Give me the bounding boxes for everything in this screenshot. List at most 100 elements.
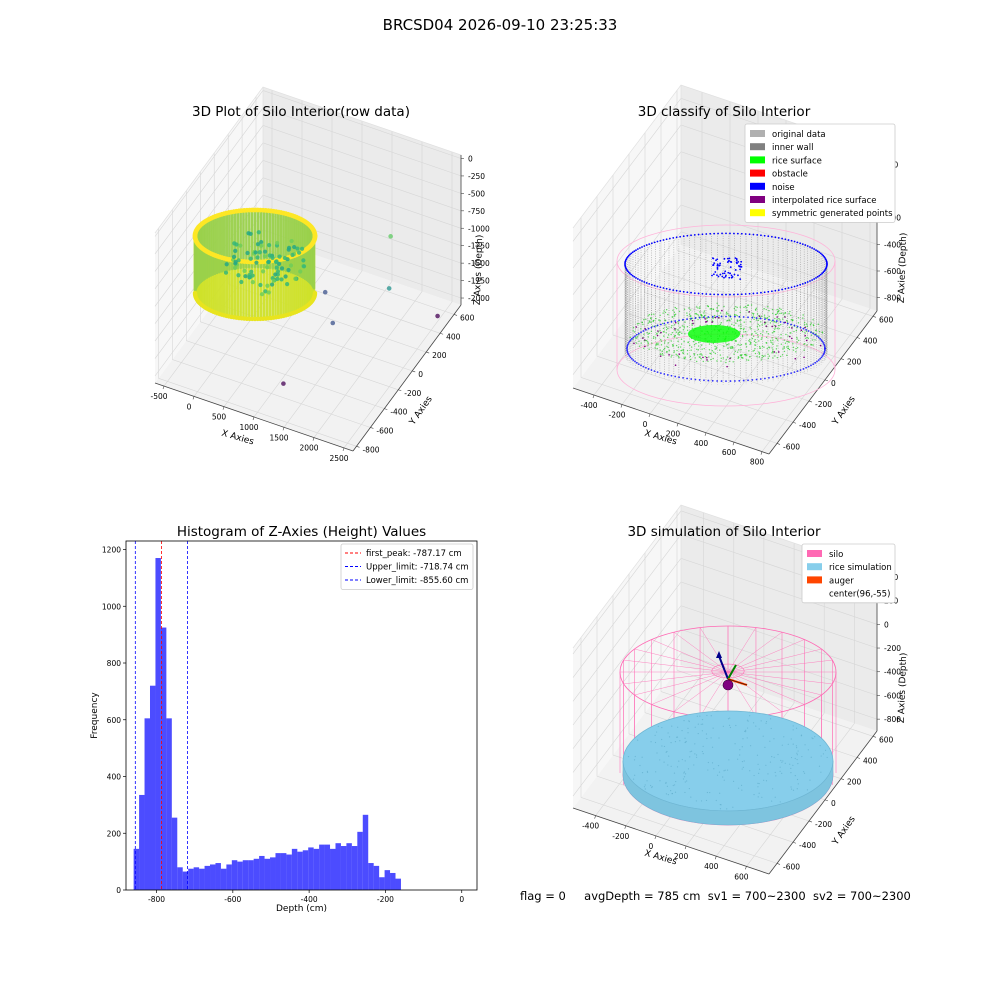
pane-left (573, 505, 681, 808)
figure-title: BRCSD04 2026-09-10 23:25:33 (382, 16, 618, 34)
legend-entry: center(96,-55) (829, 590, 890, 600)
z-tick-label: -800 (884, 715, 901, 724)
histogram-bar (313, 848, 320, 890)
panel-title: 3D Plot of Silo Interior(row data) (192, 104, 410, 120)
histogram-bar (242, 860, 249, 890)
y-axis-label: Frequency (90, 692, 100, 739)
y-tick-label: -400 (799, 421, 816, 430)
gridline-x (223, 110, 333, 407)
gridline-x (313, 141, 423, 438)
y-tick-label: 0 (418, 370, 423, 379)
x-tick-mark (704, 432, 707, 436)
histogram-bar (351, 846, 358, 890)
y-tick-label: 200 (107, 829, 122, 838)
panel-title: Histogram of Z-Axies (Height) Values (177, 524, 426, 540)
z-tick-label: -600 (884, 691, 901, 700)
legend-swatch (750, 143, 765, 151)
histogram-bar (330, 848, 336, 890)
outlier-point (330, 320, 336, 326)
z-tick-label: -1500 (468, 259, 490, 268)
x-tick-label: 400 (694, 439, 709, 448)
x-tick-mark (684, 845, 687, 850)
histogram-bar (204, 865, 211, 890)
histogram-bar (291, 848, 298, 890)
x-axis-label: Depth (cm) (276, 904, 327, 914)
x-tick-mark (594, 815, 596, 819)
flag-readout: flag = 0 (520, 889, 566, 903)
z-axis-label: Z Axies (Depth) (473, 235, 485, 306)
y-tick-mark (453, 314, 458, 316)
z-tick-label: -250 (468, 172, 485, 181)
legend-swatch (750, 182, 765, 190)
y-tick-label: 400 (863, 756, 878, 765)
classified-points (616, 224, 836, 407)
histogram-bar (253, 858, 260, 890)
histogram-bar (215, 863, 221, 890)
histogram-bar (193, 867, 200, 890)
legend-entry: rice surface (772, 156, 822, 166)
x-tick-mark (312, 437, 315, 441)
histogram-bar (324, 844, 331, 890)
x-tick-label: 0 (459, 895, 464, 904)
y-tick-label: 1200 (102, 546, 121, 555)
histogram-bar (171, 817, 178, 890)
histogram-bar (302, 850, 309, 890)
y-tick-label: 800 (107, 659, 122, 668)
histogram-bar (395, 878, 401, 890)
x-tick-label: 600 (722, 448, 737, 457)
x-tick-label: -200 (612, 832, 629, 841)
legend-swatch (750, 130, 765, 137)
y-tick-label: -400 (799, 841, 816, 850)
x-tick-label: -500 (150, 392, 167, 401)
gridline-y (186, 190, 385, 409)
x-tick-label: 1500 (269, 433, 288, 442)
y-tick-label: -200 (815, 820, 832, 829)
x-tick-label: 200 (674, 852, 689, 861)
x-tick-mark (654, 835, 657, 840)
histogram-bar (220, 868, 227, 890)
avg-depth-readout: avgDepth = 785 cm (584, 889, 701, 903)
y-tick-mark (792, 421, 797, 424)
y-tick-label: 0 (831, 799, 836, 808)
x-tick-mark (732, 442, 735, 446)
y-tick-label: 400 (446, 332, 461, 341)
y-tick-mark (824, 799, 829, 802)
z-axis-label: Z Axies (Depth) (897, 653, 909, 724)
panel-title: 3D classify of Silo Interior (638, 104, 811, 120)
histogram-bar (259, 855, 265, 890)
y-tick-label: 600 (879, 735, 894, 744)
y-tick-mark (808, 820, 813, 823)
histogram-bar (177, 867, 183, 890)
y-tick-mark (872, 316, 877, 318)
panel-title: 3D simulation of Silo Interior (627, 524, 821, 540)
x-tick-mark (760, 451, 763, 455)
gridline-y (596, 196, 794, 423)
histogram-bar (390, 872, 396, 890)
histogram-bar (362, 814, 369, 890)
z-tick-label: -1250 (468, 242, 490, 251)
panel-simulation-3d: -400 -200 0 200 400 600 -600 -400 -200 0 200 400 600… (572, 504, 909, 881)
histogram-bar (379, 877, 385, 890)
histogram-bar (226, 864, 232, 890)
y-tick-mark (384, 408, 388, 410)
histogram-bar (368, 863, 374, 890)
gridline-y (227, 134, 427, 353)
z-axis-label: Z Axies (Depth) (897, 233, 909, 304)
x-tick-label: 0 (643, 420, 648, 429)
legend-entry: first_peak: -787.17 cm (366, 549, 462, 559)
legend-swatch (807, 576, 822, 584)
gridline-y (628, 153, 826, 381)
gridline-x (253, 121, 363, 418)
histogram-bar (384, 870, 391, 890)
x-tick-mark (282, 427, 285, 431)
y-tick-label: -800 (362, 445, 379, 454)
gridline-y (612, 175, 810, 402)
y-tick-mark (776, 863, 781, 865)
histogram-bar (155, 558, 161, 890)
y-tick-mark (412, 370, 416, 373)
gridline-x (283, 131, 393, 428)
gridline-y (660, 111, 858, 338)
y-tick-label: -600 (783, 442, 800, 451)
legend-entry: Lower_limit: -855.60 cm (366, 576, 468, 586)
panel-histogram: Histogram of Z-Axies (Height) Values -800… (90, 524, 478, 914)
